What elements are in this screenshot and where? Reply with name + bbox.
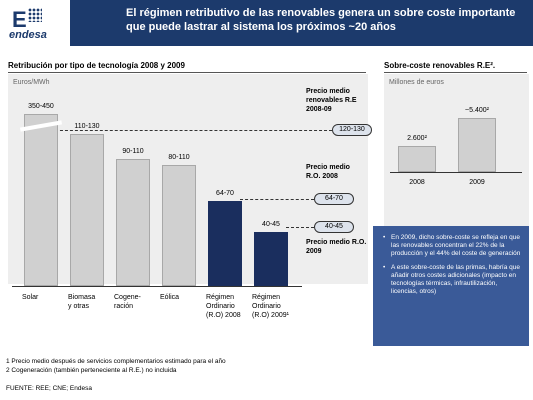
left-title-rule xyxy=(8,72,366,73)
source-note: FUENTE: REE; CNE; Endesa xyxy=(6,385,92,392)
category-line: Ordinario xyxy=(206,303,235,310)
left-unit-label: Euros/MWh xyxy=(13,79,50,86)
ro2009-price-oval: 40-45 xyxy=(314,221,354,233)
bar-0 xyxy=(24,114,58,286)
category-label: Régimen Ordinario (R.O) 2008 xyxy=(206,293,256,320)
left-baseline xyxy=(12,286,302,287)
bar-value-label: 40-45 xyxy=(262,221,280,229)
ro2008-price-label: Precio medio R.O. 2008 xyxy=(306,164,350,180)
right-unit-label: Millones de euros xyxy=(389,79,444,86)
category-line: Ordinario xyxy=(252,303,281,310)
category-line: Eólica xyxy=(160,294,180,301)
bar-2009 xyxy=(458,118,496,172)
category-line: Solar xyxy=(22,294,39,301)
bar-value-label: 350-450 xyxy=(28,103,54,110)
bar-5 xyxy=(254,232,288,286)
note-item: A este sobre-coste de las primas, habría… xyxy=(383,264,521,296)
left-chart-title: Retribución por tipo de tecnología 2008 … xyxy=(8,61,185,70)
category-label: Solar xyxy=(22,293,72,302)
bar-4 xyxy=(208,200,242,286)
re-price-label: Precio medio renovables R.E 2008-09 xyxy=(306,88,357,113)
bar-value-label: 2.600² xyxy=(407,135,427,142)
ro2008-price-oval: 64-70 xyxy=(314,193,354,205)
bar-2 xyxy=(116,159,150,286)
right-title-rule xyxy=(384,72,527,73)
endesa-logo: E endesa xyxy=(0,0,70,46)
bar-value-label: ~5.400² xyxy=(465,107,489,114)
category-label: Biomasa y otras xyxy=(68,293,118,311)
header-banner: E endesa El régimen retributivo de las r… xyxy=(0,0,533,46)
right-baseline xyxy=(390,172,522,173)
category-line: Cogene- xyxy=(114,294,141,301)
category-line: (R.O) 2009¹ xyxy=(252,312,289,319)
bar-value-label: 64-70 xyxy=(216,189,234,197)
ro2009-price-label: Precio medio R.O. 2009 xyxy=(306,239,367,255)
bar-value-label: 90-110 xyxy=(122,148,144,155)
footnote-2: 2 Cogeneración (también perteneciente al… xyxy=(6,367,177,374)
note-item: En 2009, dicho sobre-coste se refleja en… xyxy=(383,234,521,258)
category-label: Régimen Ordinario (R.O) 2009¹ xyxy=(252,293,302,320)
re-price-oval: 120-130 xyxy=(332,124,372,136)
logo-text: endesa xyxy=(9,29,47,41)
bar-2008 xyxy=(398,146,436,172)
ro2008-price-line xyxy=(240,199,314,200)
logo-e-mark: E xyxy=(12,7,27,32)
category-line: y otras xyxy=(68,303,90,310)
category-label: Eólica xyxy=(160,293,210,302)
re-price-line xyxy=(50,130,332,131)
footnote-1: 1 Precio medio después de servicios comp… xyxy=(6,358,226,365)
category-line: Régimen xyxy=(206,294,235,301)
category-line: ración xyxy=(114,303,134,310)
notes-box: En 2009, dicho sobre-coste se refleja en… xyxy=(373,226,529,346)
category-label: 2008 xyxy=(409,179,425,186)
bar-3 xyxy=(162,165,196,286)
bar-value-label: 110-130 xyxy=(74,122,100,130)
logo-dots-icon xyxy=(28,8,42,22)
bar-1 xyxy=(70,133,104,286)
category-line: (R.O) 2008 xyxy=(206,312,241,319)
category-label: 2009 xyxy=(469,179,485,186)
page-title: El régimen retributivo de las renovables… xyxy=(126,7,516,33)
ro2009-price-line xyxy=(286,227,314,228)
category-label: Cogene-ración xyxy=(114,293,164,311)
category-line: Régimen xyxy=(252,294,281,301)
category-line: Biomasa xyxy=(68,294,96,301)
right-chart-title: Sobre-coste renovables R.E². xyxy=(384,61,496,70)
bar-value-label: 80-110 xyxy=(168,154,190,162)
